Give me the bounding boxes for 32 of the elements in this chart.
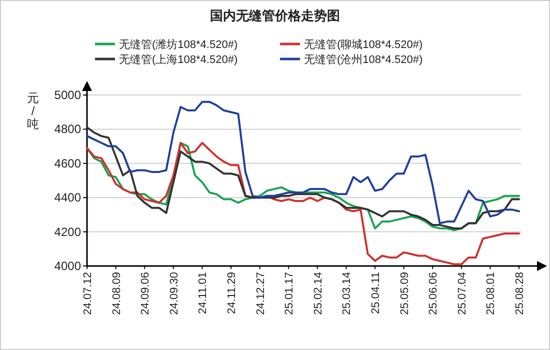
line-series <box>86 100 520 224</box>
x-tick-label: 25.08.28 <box>514 272 526 315</box>
y-tick-label: 4600 <box>54 156 82 170</box>
legend-label: 无缝管(聊城108*4.520#) <box>304 38 423 51</box>
y-tick-label: 4800 <box>54 122 82 136</box>
x-tick-label: 25.05.09 <box>398 272 411 315</box>
y-tick-label: 4000 <box>54 259 82 273</box>
x-tick-label: 25.01.17 <box>284 272 296 315</box>
x-tick-label: 25.06.06 <box>428 272 440 315</box>
legend-label: 无缝管(上海108*4.520#) <box>119 53 238 66</box>
x-tick-label: 25.07.04 <box>456 272 468 315</box>
x-tick-label: 25.08.01 <box>485 272 498 315</box>
legend-label: 无缝管(潍坊108*4.520#) <box>119 38 238 51</box>
legend-label: 无缝管(沧州108*4.520#) <box>304 53 423 66</box>
x-tick-label: 25.03.14 <box>341 272 354 315</box>
x-tick-label: 25.02.14 <box>312 272 324 315</box>
line-series <box>86 142 520 266</box>
line-series <box>86 142 520 232</box>
x-tick-label: 25.04.11 <box>370 272 382 314</box>
y-tick-label: 4400 <box>54 190 82 205</box>
x-tick-label: 24.09.30 <box>168 272 180 315</box>
y-tick-label: 4200 <box>54 224 82 239</box>
x-tick-label: 24.09.06 <box>140 272 152 315</box>
chart-title: 国内无缝管价格走势图 <box>210 8 340 23</box>
x-tick-label: 24.07.12 <box>82 272 94 315</box>
x-tick-label: 24.12.27 <box>254 272 267 315</box>
x-tick-label: 24.08.09 <box>110 272 123 315</box>
y-tick-label: 5000 <box>54 88 82 102</box>
x-tick-label: 24.11.01 <box>197 272 210 314</box>
x-tick-label: 24.11.29 <box>226 272 238 314</box>
y-axis-title: 元/吨 <box>27 91 39 131</box>
line-series <box>86 126 520 230</box>
